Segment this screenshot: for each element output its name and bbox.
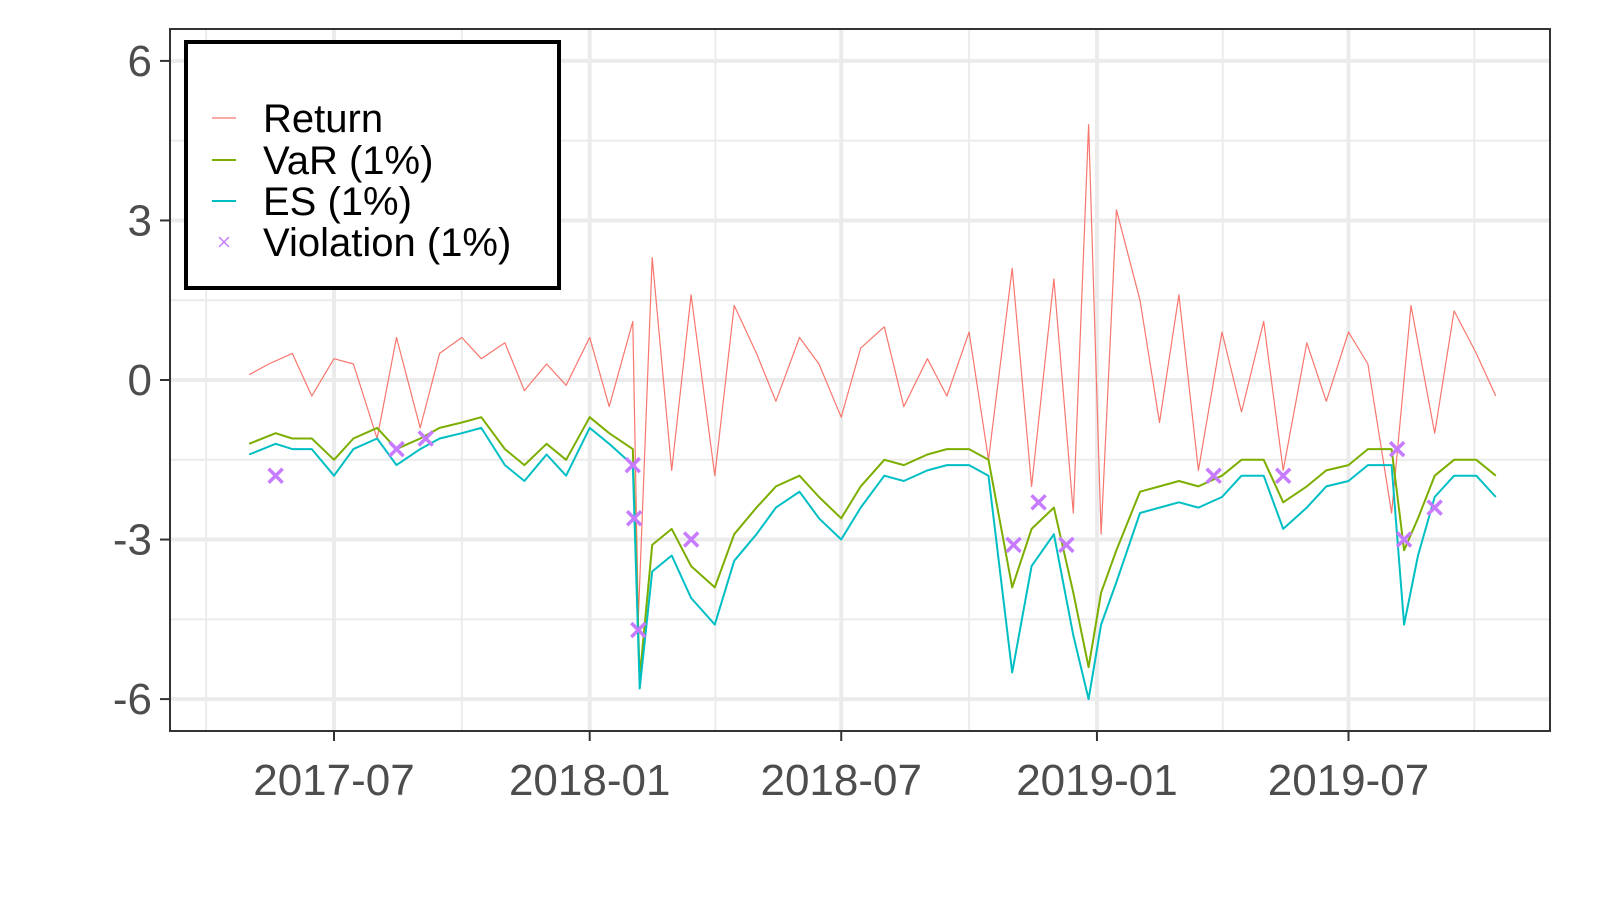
series-line-var-1: [248, 416, 1497, 679]
legend-box: [184, 40, 561, 290]
violation-point: [1205, 467, 1222, 484]
violation-point: [682, 531, 700, 548]
violation-point: [1058, 536, 1075, 554]
legend-key-violation: [218, 236, 230, 248]
legend-label: ES (1%): [263, 180, 412, 224]
violation-point: [625, 510, 643, 527]
series-line-es-1: [248, 426, 1497, 701]
x-tick-label: 2017-07: [253, 756, 414, 805]
axis-layer: 6 3 0 -3 -6 2017-07 2018-01 2018-07 2019-01 2019-…: [113, 37, 1429, 805]
x-tick-label: 2018-01: [509, 756, 670, 805]
violation-point: [630, 621, 647, 639]
legend-label: Return: [263, 97, 383, 141]
violation-point: [388, 440, 405, 458]
violation-point: [1005, 536, 1022, 554]
violation-point: [1274, 467, 1292, 484]
y-tick-label: -3: [113, 516, 152, 565]
violation-point: [267, 467, 284, 484]
violation-point: [1426, 499, 1443, 516]
violation-markers: [267, 430, 1443, 639]
series-layer: [248, 124, 1497, 701]
y-tick-label: 6: [128, 37, 152, 86]
series-line-return: [248, 124, 1497, 620]
y-tick-label: 3: [128, 196, 152, 245]
x-tick-label: 2019-01: [1016, 756, 1177, 805]
violation-point: [1030, 494, 1047, 511]
y-tick-label: -6: [113, 675, 152, 724]
legend-label: Violation (1%): [263, 221, 511, 265]
x-tick-label: 2019-07: [1268, 756, 1429, 805]
y-tick-label: 0: [128, 356, 152, 405]
legend-label: VaR (1%): [263, 139, 433, 183]
violation-point: [417, 430, 434, 447]
violation-point: [1395, 531, 1413, 548]
x-tick-label: 2018-07: [760, 756, 921, 805]
violation-point: [1388, 440, 1406, 458]
violation-point: [624, 456, 642, 474]
